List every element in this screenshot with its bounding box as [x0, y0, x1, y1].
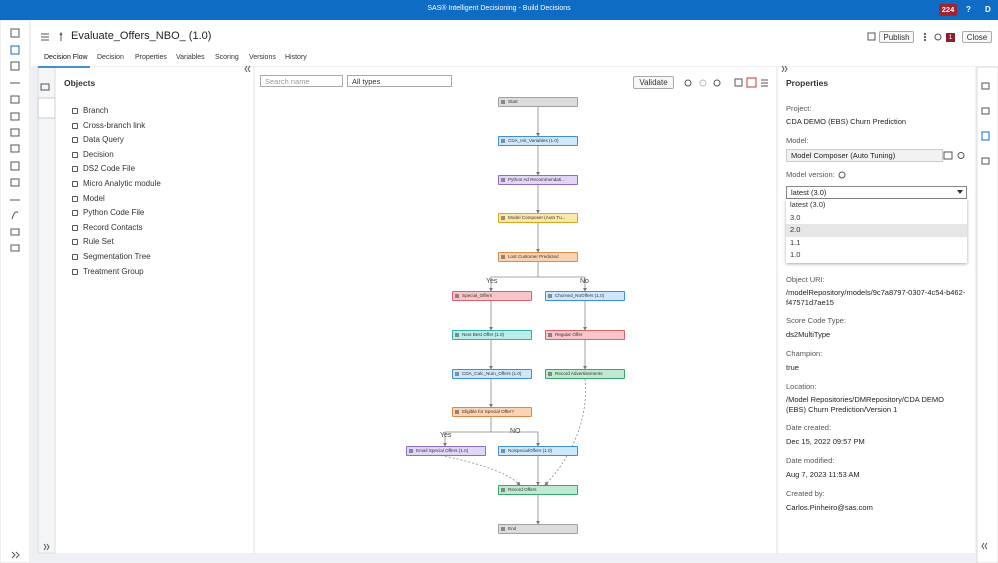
- object-item[interactable]: Micro Analytic module: [83, 179, 161, 188]
- object-icon: [72, 268, 78, 275]
- field-label: Location:: [786, 382, 817, 391]
- canvas-tools[interactable]: [680, 76, 770, 90]
- object-icon: [72, 137, 78, 144]
- validate-button[interactable]: Validate: [633, 76, 674, 89]
- object-icon: [72, 166, 78, 173]
- model-actions[interactable]: [943, 150, 967, 161]
- object-item[interactable]: Data Query: [83, 135, 124, 145]
- object-item[interactable]: Cross-branch link: [83, 120, 146, 130]
- decision-title: Evaluate_Offers_NBO_ (1.0): [71, 30, 212, 42]
- objects-title: Objects: [64, 78, 96, 88]
- close-button[interactable]: Close: [962, 31, 992, 43]
- tab[interactable]: Decision Flow: [44, 54, 88, 61]
- field-label: Date created:: [786, 423, 832, 432]
- object-icon: [72, 224, 78, 231]
- branch-label: Yes: [440, 432, 452, 439]
- flow-node[interactable]: Churned_NoOffers (1.0): [545, 291, 625, 301]
- field-value: ds2MultiType: [786, 330, 831, 339]
- field-label: Created by:: [786, 489, 825, 498]
- search-input[interactable]: Search name: [260, 75, 343, 87]
- object-icon: [72, 195, 78, 202]
- field-value: true: [786, 363, 799, 372]
- branch-label: NO: [510, 428, 521, 435]
- alert-badge[interactable]: 1: [946, 33, 955, 42]
- object-item[interactable]: Python Code File: [83, 208, 145, 218]
- object-item[interactable]: DS2 Code File: [83, 164, 136, 174]
- publish-button[interactable]: Publish: [879, 31, 914, 43]
- flow-node[interactable]: Lost Customer Predicted: [498, 252, 578, 262]
- object-icon: [72, 210, 78, 217]
- nav-icons[interactable]: [10, 28, 20, 559]
- flow-node[interactable]: NoSpecialOffers (1.0): [498, 446, 578, 456]
- flow-node[interactable]: CDA_Calc_Num_Offers (1.0): [452, 369, 532, 379]
- version-option[interactable]: 1.0: [790, 250, 801, 260]
- flow-node[interactable]: Next Best Offer (1.0): [452, 330, 532, 340]
- info-icon[interactable]: [838, 171, 846, 179]
- model-input[interactable]: Model Composer (Auto Tuning): [786, 149, 943, 162]
- field-label: Champion:: [786, 349, 823, 358]
- select-arrow: [957, 190, 963, 194]
- object-item[interactable]: Record Contacts: [83, 222, 143, 232]
- flow-node[interactable]: Record Offers: [498, 485, 578, 495]
- flow-node[interactable]: CDA_Init_Variables (1.0): [498, 136, 578, 146]
- user-menu[interactable]: D: [985, 5, 991, 14]
- tab[interactable]: Properties: [135, 54, 167, 61]
- flow-node[interactable]: Model Composer (Auto Tu...: [498, 213, 578, 223]
- object-item[interactable]: Segmentation Tree: [83, 252, 151, 261]
- tab[interactable]: Scoring: [215, 54, 239, 61]
- field-value: Carlos.Pinheiro@sas.com: [786, 503, 873, 512]
- flow-node[interactable]: Special_Offers: [452, 291, 532, 301]
- notification-badge[interactable]: 224: [939, 4, 957, 16]
- flow-node[interactable]: Record Advertisements: [545, 369, 625, 379]
- flow-node[interactable]: Python Ad Recommendati...: [498, 175, 578, 185]
- app-title: SAS® Intelligent Decisioning - Build Dec…: [427, 5, 571, 12]
- version-dropdown: latest (3.0) 3.0 2.0 1.1 1.0: [786, 199, 967, 263]
- object-item[interactable]: Model: [83, 193, 105, 203]
- tab[interactable]: History: [285, 54, 307, 61]
- version-option[interactable]: 2.0: [786, 224, 967, 237]
- object-icon: [72, 122, 78, 129]
- object-icon: [72, 151, 78, 158]
- version-option[interactable]: 3.0: [790, 212, 801, 222]
- flow-node[interactable]: End: [498, 524, 578, 534]
- branch-label: No: [580, 278, 589, 285]
- type-filter[interactable]: All types: [347, 75, 452, 87]
- object-item[interactable]: Decision: [83, 149, 114, 159]
- version-option[interactable]: 1.1: [790, 237, 801, 247]
- flow-node[interactable]: Eligible for Special Offer?: [452, 407, 532, 417]
- object-icon: [72, 108, 78, 114]
- tab[interactable]: Variables: [176, 54, 205, 61]
- field-value: /Model Repositories/DMRepository/CDA DEM…: [786, 395, 944, 414]
- version-option[interactable]: latest (3.0): [790, 200, 826, 209]
- tab[interactable]: Decision: [97, 54, 124, 61]
- field-value: /modelRepository/models/9c7a8797-0307-4c…: [786, 288, 966, 307]
- object-item[interactable]: Branch: [83, 106, 109, 115]
- field-value: CDA DEMO (EBS) Churn Prediction: [786, 117, 907, 126]
- flow-node[interactable]: Regular Offer: [545, 330, 625, 340]
- field-label: Model:: [786, 136, 809, 145]
- field-label: Project:: [786, 104, 812, 113]
- branch-label: Yes: [486, 278, 498, 285]
- object-item[interactable]: Treatment Group: [83, 266, 144, 276]
- version-select[interactable]: latest (3.0): [786, 186, 967, 199]
- app-bar: SAS® Intelligent Decisioning - Build Dec…: [0, 0, 998, 20]
- object-item[interactable]: Rule Set: [83, 237, 114, 247]
- field-label: Model version:: [786, 170, 835, 179]
- properties-title: Properties: [786, 78, 829, 88]
- object-icon: [72, 239, 78, 246]
- object-icon: [72, 254, 78, 260]
- tab[interactable]: Versions: [249, 54, 276, 61]
- flow-node[interactable]: Email Special Offers (1.0): [406, 446, 486, 456]
- field-value: Aug 7, 2023 11:53 AM: [786, 470, 860, 479]
- flow-node[interactable]: Start: [498, 97, 578, 107]
- field-label: Object URI:: [786, 275, 825, 284]
- field-value: Dec 15, 2022 09:57 PM: [786, 437, 865, 446]
- object-icon: [72, 181, 78, 187]
- field-label: Score Code Type:: [786, 316, 846, 325]
- help-button[interactable]: ?: [966, 5, 971, 14]
- field-label: Date modified:: [786, 456, 835, 465]
